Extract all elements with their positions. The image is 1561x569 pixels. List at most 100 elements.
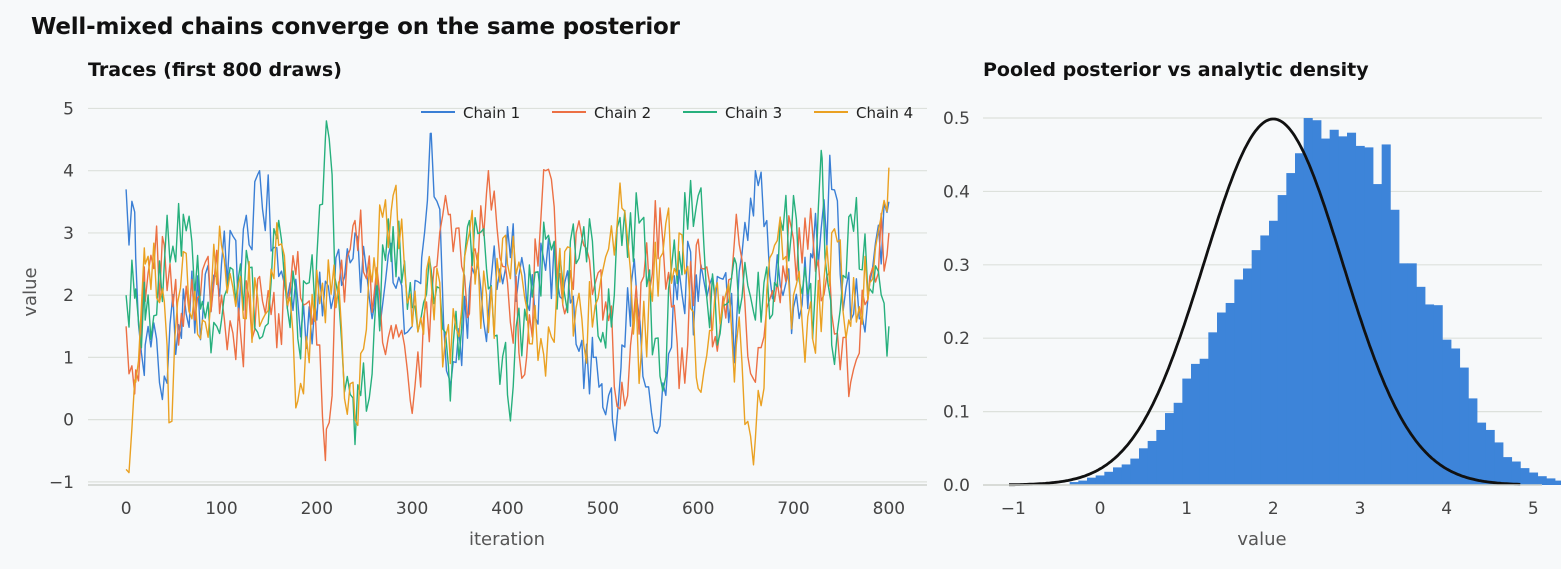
histogram-bar xyxy=(1113,467,1123,485)
trace-series-4 xyxy=(125,167,890,474)
histogram-bar xyxy=(1069,482,1079,485)
trace-y-tick-label: −1 xyxy=(49,473,74,493)
trace-y-axis-label: value xyxy=(20,267,41,316)
posterior-y-tick-label: 0.5 xyxy=(943,109,970,129)
trace-axes: −1 0 1 2 3 4 5 0 100 200 300 400 500 600 700 800 xyxy=(49,99,927,519)
histogram-bar xyxy=(1503,457,1513,485)
trace-x-axis-label: iteration xyxy=(469,529,545,550)
histogram-bar xyxy=(1295,153,1305,485)
histogram-bar xyxy=(1537,476,1547,485)
histogram-bar xyxy=(1477,422,1487,485)
histogram-bar xyxy=(1468,398,1478,485)
histogram-bar xyxy=(1191,363,1201,485)
trace-x-tick-label: 600 xyxy=(682,499,714,519)
histogram-bar xyxy=(1347,132,1357,485)
histogram-bar xyxy=(1182,378,1192,485)
histogram-bar xyxy=(1416,286,1426,485)
figure-suptitle: Well-mixed chains converge on the same p… xyxy=(31,14,680,40)
legend-label-chain-2: Chain 2 xyxy=(594,104,651,122)
posterior-y-tick-label: 0.4 xyxy=(943,182,970,202)
histogram-bar xyxy=(1087,477,1097,485)
trace-panel: Traces (first 800 draws) −1 0 1 2 3 4 5 0 100 200… xyxy=(20,59,927,550)
posterior-x-tick-label: 5 xyxy=(1528,499,1539,519)
histogram-bar xyxy=(1321,138,1331,485)
histogram-bar xyxy=(1494,442,1504,485)
trace-series-2 xyxy=(125,168,890,462)
histogram-bar xyxy=(1546,478,1556,485)
trace-y-tick-label: 5 xyxy=(63,99,74,119)
trace-x-tick-label: 500 xyxy=(587,499,619,519)
trace-panel-title: Traces (first 800 draws) xyxy=(88,59,342,81)
trace-y-tick-label: 4 xyxy=(63,162,74,182)
histogram-bar xyxy=(1234,279,1244,485)
posterior-y-tick-label: 0.1 xyxy=(943,403,970,423)
posterior-panel-title: Pooled posterior vs analytic density xyxy=(983,59,1369,81)
trace-x-tick-label: 400 xyxy=(491,499,523,519)
posterior-histogram xyxy=(1069,118,1561,486)
histogram-bar xyxy=(1165,413,1175,485)
posterior-x-tick-label: −1 xyxy=(1001,499,1026,519)
histogram-bar xyxy=(1243,268,1253,485)
posterior-x-tick-label: 2 xyxy=(1268,499,1279,519)
histogram-bar xyxy=(1286,173,1296,485)
histogram-bar xyxy=(1130,458,1140,485)
histogram-bar xyxy=(1173,402,1183,485)
histogram-bar xyxy=(1260,235,1270,485)
posterior-x-tick-label: 3 xyxy=(1355,499,1366,519)
trace-legend: Chain 1 Chain 2 Chain 3 Chain 4 xyxy=(421,104,913,122)
posterior-density-group xyxy=(1009,117,1521,487)
posterior-y-tick-label: 0.0 xyxy=(943,476,970,496)
trace-x-tick-label: 300 xyxy=(396,499,428,519)
histogram-bar xyxy=(1269,220,1279,485)
posterior-y-tick-label: 0.3 xyxy=(943,256,970,276)
histogram-bar xyxy=(1303,118,1313,486)
trace-y-tick-label: 1 xyxy=(63,348,74,368)
trace-series-group xyxy=(125,120,890,474)
trace-y-tick-label: 0 xyxy=(63,411,74,431)
legend-label-chain-1: Chain 1 xyxy=(463,104,520,122)
histogram-bar xyxy=(1381,144,1391,485)
histogram-bar xyxy=(1121,464,1131,485)
histogram-bar xyxy=(1095,475,1105,485)
histogram-bar xyxy=(1442,339,1452,485)
histogram-bar xyxy=(1485,429,1495,485)
trace-y-tick-label: 3 xyxy=(63,224,74,244)
legend-label-chain-4: Chain 4 xyxy=(856,104,913,122)
histogram-bar xyxy=(1425,304,1435,485)
histogram-bar xyxy=(1277,195,1287,485)
posterior-y-tick-label: 0.2 xyxy=(943,329,970,349)
trace-x-tick-label: 0 xyxy=(121,499,132,519)
trace-x-tick-label: 800 xyxy=(873,499,905,519)
histogram-bar xyxy=(1156,429,1166,485)
histogram-bar xyxy=(1199,358,1209,485)
posterior-panel: Pooled posterior vs analytic density 0.0… xyxy=(943,59,1561,550)
histogram-bar xyxy=(1373,184,1383,485)
legend-label-chain-3: Chain 3 xyxy=(725,104,782,122)
histogram-bar xyxy=(1312,120,1322,485)
histogram-bar xyxy=(1139,448,1149,485)
posterior-x-tick-label: 1 xyxy=(1181,499,1192,519)
histogram-bar xyxy=(1338,136,1348,485)
trace-x-tick-label: 700 xyxy=(777,499,809,519)
histogram-bar xyxy=(1399,263,1409,485)
histogram-bar xyxy=(1251,250,1261,485)
histogram-bar xyxy=(1364,147,1374,485)
histogram-bar xyxy=(1451,348,1461,485)
posterior-axes: 0.0 0.1 0.2 0.3 0.4 0.5 −1 0 1 2 3 4 5 xyxy=(943,109,1542,519)
histogram-bar xyxy=(1225,302,1235,485)
histogram-bar xyxy=(1555,480,1561,485)
histogram-bar xyxy=(1329,129,1339,485)
posterior-x-tick-label: 0 xyxy=(1095,499,1106,519)
histogram-bar xyxy=(1529,472,1539,485)
analytic-density-curve xyxy=(1009,117,1521,487)
histogram-bar xyxy=(1459,367,1469,485)
trace-x-tick-label: 200 xyxy=(301,499,333,519)
histogram-bar xyxy=(1433,305,1443,485)
trace-x-tick-label: 100 xyxy=(205,499,237,519)
histogram-bar xyxy=(1147,440,1157,485)
posterior-x-tick-label: 4 xyxy=(1441,499,1452,519)
histogram-bar xyxy=(1511,461,1521,485)
histogram-bar xyxy=(1208,332,1218,485)
histogram-bar xyxy=(1407,263,1417,485)
